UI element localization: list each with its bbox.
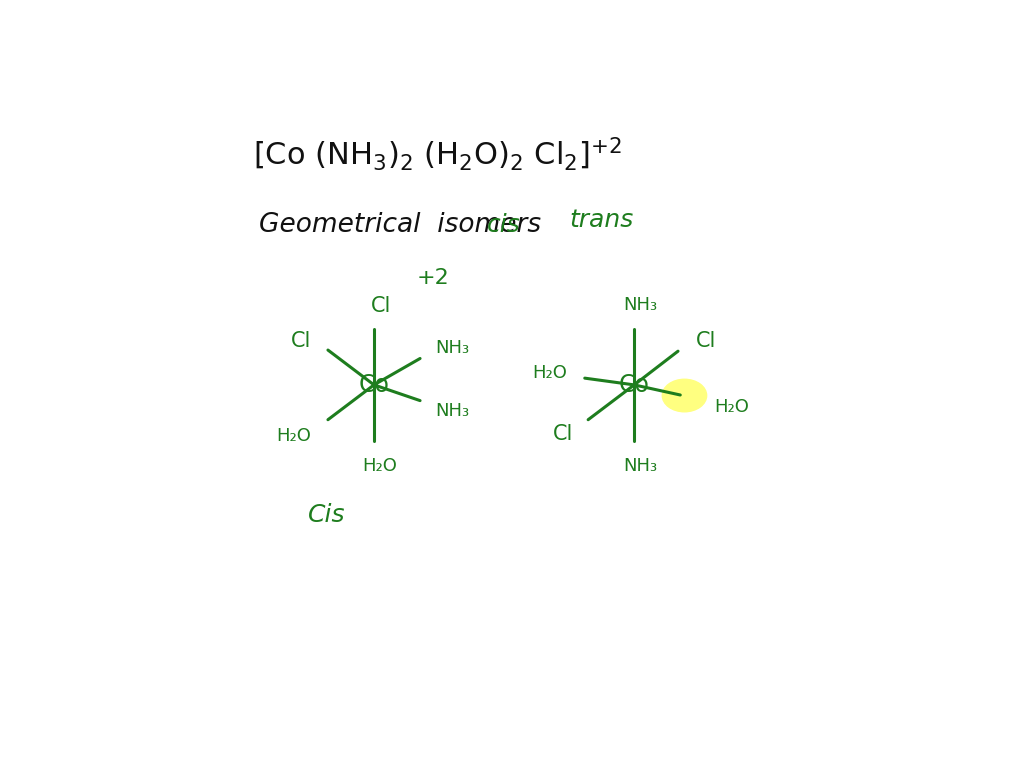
- Text: NH₃: NH₃: [435, 402, 470, 420]
- Text: H₂O: H₂O: [276, 427, 311, 445]
- Text: H₂O: H₂O: [362, 457, 397, 475]
- Text: trans: trans: [569, 208, 634, 233]
- Ellipse shape: [663, 379, 707, 412]
- Text: Cl: Cl: [696, 330, 717, 350]
- Text: $\mathregular{[Co\ (NH_3)_2\ (H_2O)_2\ Cl_2]^{+2}}$: $\mathregular{[Co\ (NH_3)_2\ (H_2O)_2\ C…: [253, 135, 622, 173]
- Text: Co: Co: [358, 373, 389, 397]
- Text: Cl: Cl: [553, 425, 573, 445]
- Text: Co: Co: [618, 373, 649, 397]
- Text: cis: cis: [486, 214, 520, 237]
- Text: Cis: Cis: [308, 503, 345, 527]
- Text: +2: +2: [417, 269, 450, 289]
- Text: Geometrical  isomers: Geometrical isomers: [259, 212, 541, 238]
- Text: NH₃: NH₃: [623, 296, 657, 314]
- Text: Cl: Cl: [291, 331, 311, 351]
- Text: NH₃: NH₃: [435, 339, 470, 357]
- Text: H₂O: H₂O: [715, 398, 750, 415]
- Text: NH₃: NH₃: [623, 457, 657, 475]
- Text: H₂O: H₂O: [531, 364, 566, 382]
- Text: Cl: Cl: [371, 296, 391, 316]
